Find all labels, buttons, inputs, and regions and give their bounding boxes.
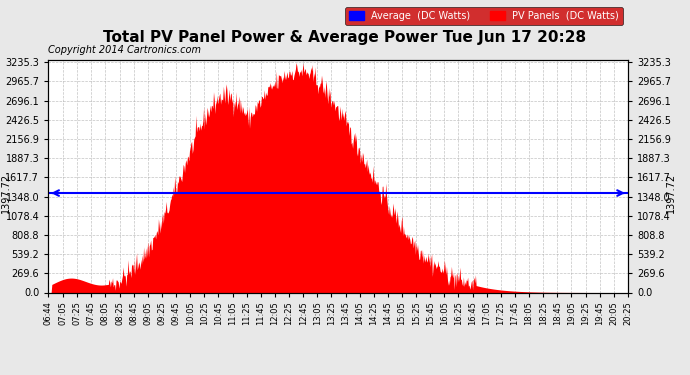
Text: 1397.72: 1397.72: [1, 173, 10, 213]
Text: 1397.72: 1397.72: [666, 173, 676, 213]
Text: Total PV Panel Power & Average Power Tue Jun 17 20:28: Total PV Panel Power & Average Power Tue…: [104, 30, 586, 45]
Text: Copyright 2014 Cartronics.com: Copyright 2014 Cartronics.com: [48, 45, 201, 55]
Legend: Average  (DC Watts), PV Panels  (DC Watts): Average (DC Watts), PV Panels (DC Watts): [345, 7, 623, 24]
